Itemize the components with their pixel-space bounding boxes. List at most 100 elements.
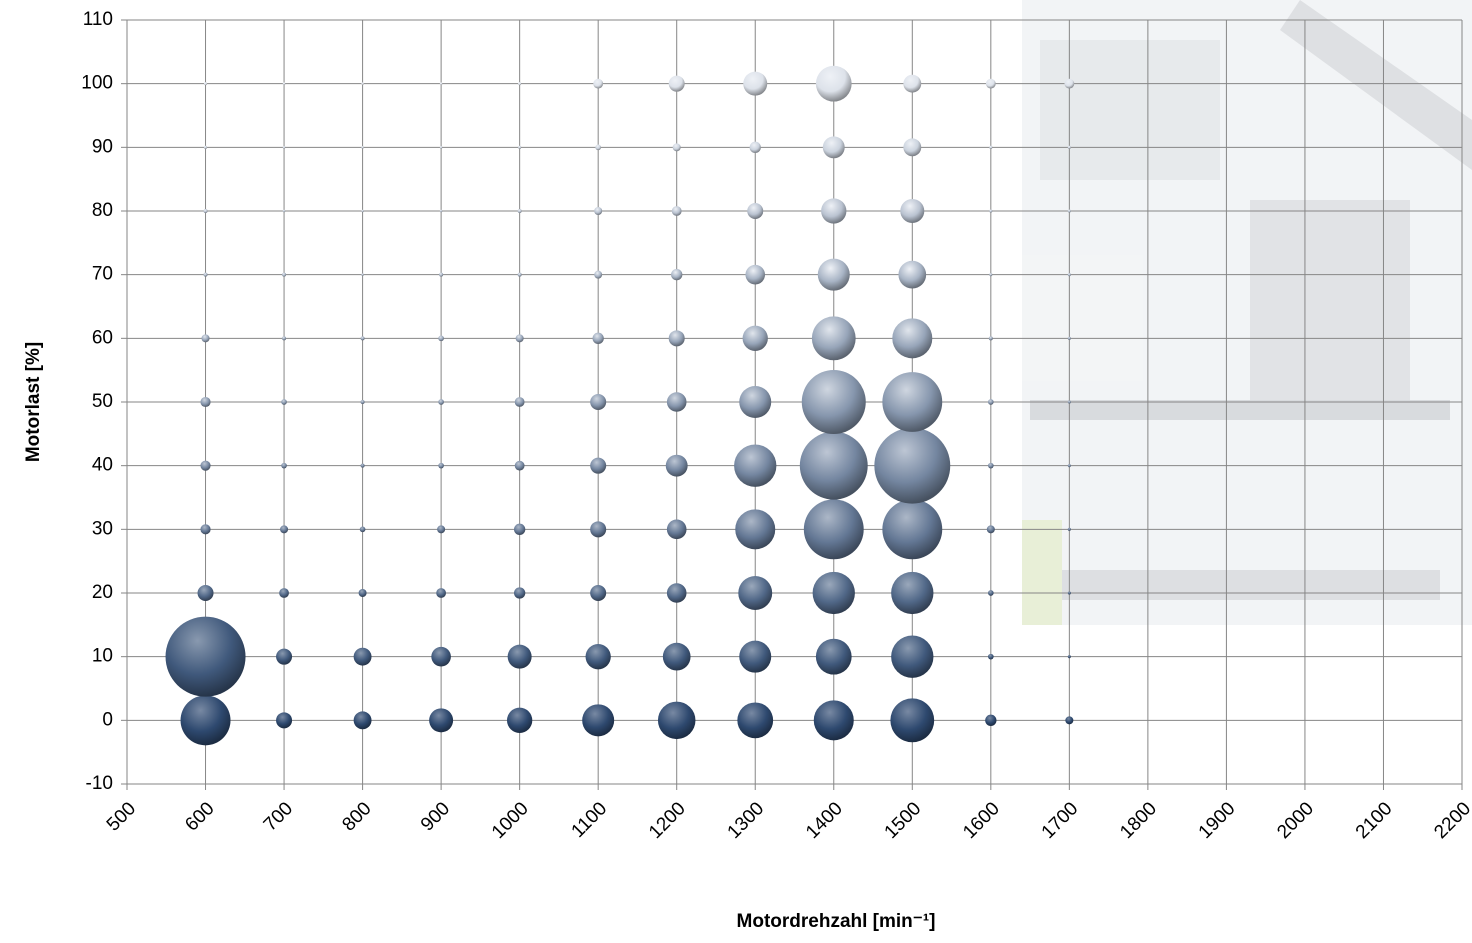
bubble xyxy=(890,698,935,743)
bubble xyxy=(1067,527,1071,531)
bubble xyxy=(203,145,208,149)
bubble xyxy=(815,65,852,102)
bubble xyxy=(891,571,934,615)
bubble xyxy=(517,272,522,277)
bubble xyxy=(281,462,287,469)
x-tick-label: 600 xyxy=(181,798,218,835)
bubble xyxy=(282,272,287,277)
bubble xyxy=(1067,145,1071,149)
y-axis-title: Motorlast [%] xyxy=(23,342,44,462)
bubble xyxy=(593,78,604,89)
bubble xyxy=(280,525,289,534)
bubble xyxy=(279,588,289,598)
bubble xyxy=(739,386,772,418)
bubble xyxy=(517,209,522,213)
bubble xyxy=(989,273,993,277)
x-tick-label: 1900 xyxy=(1195,798,1240,843)
bubble xyxy=(671,269,683,281)
bubble xyxy=(666,583,687,603)
x-tick-label: 1800 xyxy=(1116,798,1161,843)
bubble xyxy=(671,206,682,216)
bubble xyxy=(801,370,866,434)
bubble xyxy=(282,336,287,341)
bubble xyxy=(439,272,444,277)
bubble xyxy=(1067,400,1071,404)
x-tick-label: 1400 xyxy=(802,798,847,843)
bubble xyxy=(989,209,993,213)
bubble xyxy=(1067,655,1071,659)
bubble xyxy=(361,209,364,213)
bubble xyxy=(507,644,532,669)
bubble xyxy=(985,78,996,89)
x-tick-label: 2000 xyxy=(1273,798,1318,843)
bubble xyxy=(360,336,365,341)
y-tick-label: 40 xyxy=(92,455,113,476)
bubble xyxy=(892,318,933,359)
bubble xyxy=(582,704,615,737)
bubble xyxy=(200,460,211,471)
bubble xyxy=(506,707,533,733)
bubble xyxy=(353,647,372,666)
bubble xyxy=(437,525,446,534)
bubbles xyxy=(165,65,1075,746)
bubble xyxy=(360,400,365,404)
bubble xyxy=(747,203,764,219)
bubble xyxy=(739,640,772,673)
bubble xyxy=(590,521,607,538)
bubble xyxy=(276,712,293,729)
y-tick-label: 30 xyxy=(92,518,113,539)
bubble xyxy=(737,702,774,739)
bubble xyxy=(749,141,761,153)
bubble xyxy=(1067,273,1071,277)
bubble xyxy=(1065,716,1074,725)
bubble xyxy=(201,334,210,343)
bubble xyxy=(590,457,607,474)
bubble xyxy=(282,209,286,213)
bubble xyxy=(518,82,522,86)
x-tick-label: 900 xyxy=(417,798,454,835)
y-tick-label: 10 xyxy=(92,646,113,667)
x-tick-label: 2200 xyxy=(1430,798,1472,843)
bubble xyxy=(799,431,868,500)
bubble xyxy=(438,335,444,342)
bubble xyxy=(592,332,604,344)
bubble xyxy=(594,270,603,279)
bubble xyxy=(594,207,603,215)
bubble xyxy=(813,700,854,741)
bubble xyxy=(200,396,211,408)
bubble xyxy=(361,273,364,276)
bubble xyxy=(745,264,766,285)
x-tick-label: 1300 xyxy=(724,798,769,843)
bubble xyxy=(811,316,856,361)
bubble xyxy=(439,82,443,85)
bubble xyxy=(989,145,993,149)
bubble xyxy=(359,526,366,533)
bubble xyxy=(439,209,443,213)
bubble xyxy=(515,334,524,343)
bubble xyxy=(903,74,922,93)
bubble xyxy=(1067,464,1071,468)
bubble xyxy=(735,509,776,550)
bubble xyxy=(817,258,850,291)
bubble xyxy=(815,638,852,675)
bubble xyxy=(903,138,922,157)
x-tick-label: 1500 xyxy=(881,798,926,843)
y-tick-label: 20 xyxy=(92,582,113,603)
bubble xyxy=(439,146,443,149)
bubble xyxy=(668,330,685,347)
bubble xyxy=(203,209,208,213)
bubble xyxy=(429,708,454,733)
bubble xyxy=(438,462,444,469)
bubble xyxy=(898,260,927,289)
bubble xyxy=(276,648,293,665)
y-tick-label: 110 xyxy=(83,9,113,30)
bubble xyxy=(812,571,855,615)
bubble xyxy=(436,588,447,598)
bubble xyxy=(900,199,925,223)
x-tick-label: 700 xyxy=(260,798,297,835)
y-tick-label: 100 xyxy=(81,73,113,94)
bubble xyxy=(200,524,211,535)
bubble xyxy=(165,616,246,697)
bubble xyxy=(822,136,845,159)
